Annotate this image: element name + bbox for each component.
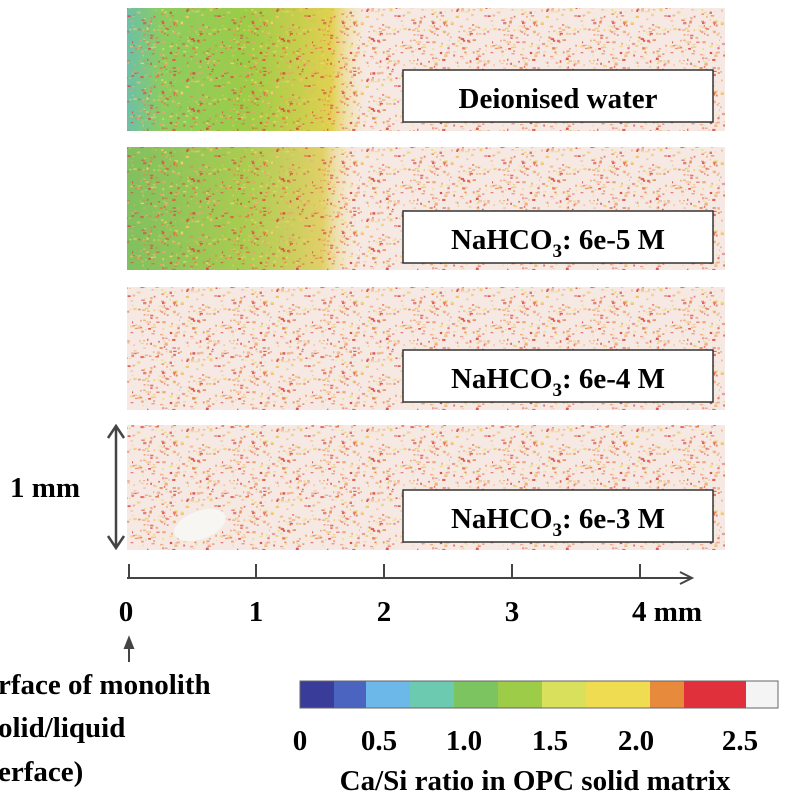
axis-tick-label: 4 mm <box>632 596 702 628</box>
color-swatch <box>300 681 334 708</box>
colorbar-tick-label: 0.5 <box>361 725 397 757</box>
colorbar-tick-label: 0 <box>293 725 308 757</box>
label-subscript: 3 <box>552 520 562 541</box>
panel: NaHCO3: 6e-4 M <box>127 287 725 410</box>
annotation-line: rface of monolith <box>0 669 211 701</box>
scale-label: 1 mm <box>10 472 80 504</box>
label-subscript: 3 <box>552 241 562 262</box>
color-swatch <box>498 681 542 708</box>
label-part: NaHCO <box>451 503 553 535</box>
axis-tick-label: 2 <box>377 596 392 628</box>
colorbar-tick-label: 2.5 <box>722 725 758 757</box>
color-swatch <box>746 681 778 708</box>
distance-axis <box>127 564 692 584</box>
label-part: : 6e-3 M <box>562 503 665 535</box>
annotation-line: olid/liquid <box>0 712 125 744</box>
label-part: NaHCO <box>451 224 553 256</box>
axis-tick-label: 1 <box>249 596 264 628</box>
panel-label: Deionised water <box>459 83 658 115</box>
color-swatch <box>334 681 366 708</box>
colorbar-tick-label: 1.0 <box>446 725 482 757</box>
figure: Deionised water NaHCO3: 6e-5 M NaHCO3: 6… <box>0 0 795 798</box>
panel: Deionised water <box>127 8 725 131</box>
color-swatch <box>650 681 684 708</box>
panel: NaHCO3: 6e-5 M <box>127 147 725 270</box>
colorbar-tick-label: 1.5 <box>532 725 568 757</box>
annotation-arrow <box>125 638 133 662</box>
axis-tick-label: 0 <box>119 596 134 628</box>
color-swatch <box>684 681 746 708</box>
label-part: NaHCO <box>451 363 553 395</box>
color-swatch <box>454 681 498 708</box>
colorbar-tick-label: 2.0 <box>618 725 654 757</box>
color-swatch <box>586 681 650 708</box>
panel: NaHCO3: 6e-3 M <box>127 425 725 550</box>
scale-arrow <box>108 426 124 548</box>
color-swatch <box>366 681 410 708</box>
colorbar-title: Ca/Si ratio in OPC solid matrix <box>340 765 731 797</box>
label-part: : 6e-5 M <box>562 224 665 256</box>
color-swatch <box>542 681 586 708</box>
label-subscript: 3 <box>552 380 562 401</box>
annotation-line: erface) <box>0 756 83 788</box>
axis-tick-label: 3 <box>505 596 520 628</box>
label-part: : 6e-4 M <box>562 363 665 395</box>
color-swatch <box>410 681 454 708</box>
colorbar <box>300 681 778 708</box>
